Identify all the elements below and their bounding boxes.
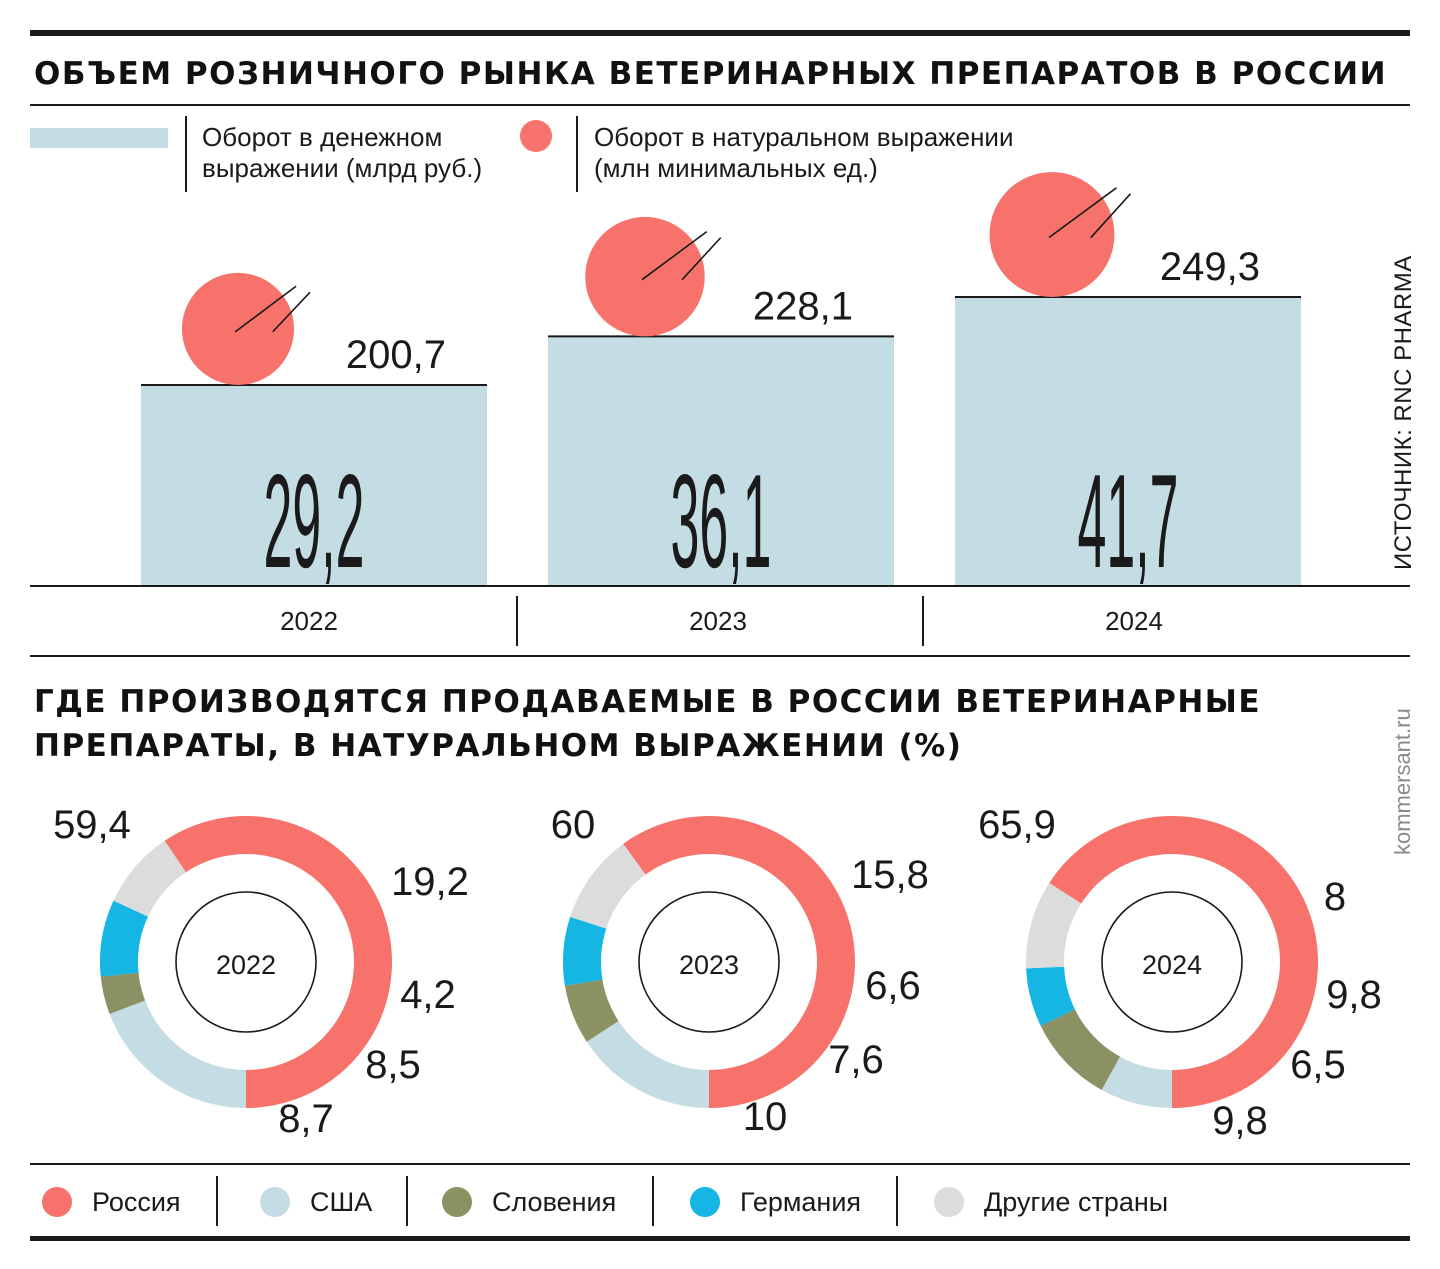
donut-slice-2022-0	[164, 816, 392, 1108]
year-separator	[516, 596, 518, 646]
bar-chart: 200,7 29,2 228,1 36,1 249,3 41,7	[141, 172, 1301, 596]
donut-title-line-2: ПРЕПАРАТЫ, В НАТУРАЛЬНОМ ВЫРАЖЕНИИ (%)	[34, 728, 963, 764]
legend-label: Словения	[492, 1186, 617, 1217]
slice-value-label: 9,8	[1212, 1099, 1268, 1143]
donut-slice-2022-4	[113, 840, 186, 917]
donut-slice-2024-2	[1040, 1009, 1120, 1090]
donut-year-label: 2022	[216, 950, 276, 980]
bar-chart-title: ОБЪЕМ РОЗНИЧНОГО РЫНКА ВЕТЕРИНАРНЫХ ПРЕП…	[34, 56, 1388, 92]
slice-value-label: 15,8	[851, 853, 929, 897]
units-value-label: 228,1	[753, 284, 853, 328]
units-legend-label: Оборот в натуральном выражении (млн мини…	[594, 122, 1013, 184]
usa-swatch	[260, 1187, 290, 1217]
slice-value-label: 8,7	[278, 1097, 334, 1141]
legend-label: США	[310, 1186, 373, 1217]
leader-line	[1090, 193, 1132, 239]
donut-center-ring	[638, 891, 780, 1033]
money-legend-line-2: выражении (млрд руб.)	[202, 153, 483, 183]
slice-value-label: 8	[1324, 875, 1346, 919]
donut-title-line-1: ГДЕ ПРОИЗВОДЯТСЯ ПРОДАВАЕМЫЕ В РОССИИ ВЕ…	[34, 684, 1262, 720]
leader-line	[681, 237, 722, 281]
money-bar-2022	[141, 385, 487, 585]
slice-value-label: 60	[551, 803, 596, 847]
donut-slice-2023-3	[563, 916, 607, 986]
donut-slice-2023-4	[570, 843, 646, 929]
donut-section-title: ГДЕ ПРОИЗВОДЯТСЯ ПРОДАВАЕМЫЕ В РОССИИ ВЕ…	[34, 680, 1334, 768]
slice-value-label: 9,8	[1326, 973, 1382, 1017]
money-value-label: 41,7	[1078, 448, 1179, 596]
title-rule	[30, 104, 1410, 106]
legend-item-germany: Германия	[690, 1166, 861, 1238]
donut-slice-2022-3	[100, 900, 148, 977]
legend-top-rule	[30, 1163, 1410, 1165]
legend-label: Другие страны	[984, 1186, 1169, 1217]
year-separator	[922, 596, 924, 646]
legend-separator	[406, 1176, 408, 1226]
legend-item-russia: Россия	[42, 1166, 181, 1238]
legend-item-other: Другие страны	[934, 1166, 1168, 1238]
units-value-label: 249,3	[1160, 245, 1260, 289]
slice-value-label: 7,6	[828, 1038, 884, 1082]
units-value-label: 200,7	[346, 333, 446, 377]
slice-value-label: 6,6	[865, 964, 921, 1008]
money-legend-swatch	[30, 128, 168, 148]
money-value-label: 29,2	[264, 448, 365, 596]
donut-slice-2023-2	[564, 979, 619, 1042]
site-credit: kommersant.ru	[1390, 708, 1415, 855]
donut-slice-2024-4	[1026, 882, 1082, 969]
year-label: 2023	[689, 606, 747, 636]
units-legend-line-2: (млн минимальных ед.)	[594, 153, 878, 183]
slice-value-label: 10	[743, 1095, 788, 1139]
other-swatch	[934, 1187, 964, 1217]
donut-slice-2024-1	[1101, 1056, 1172, 1108]
slice-value-label: 6,5	[1290, 1043, 1346, 1087]
money-bar-2023	[548, 336, 894, 585]
donut-slice-2024-0	[1049, 816, 1318, 1108]
baseline-rule	[30, 585, 1410, 587]
year-label: 2024	[1105, 606, 1163, 636]
units-legend-swatch	[520, 120, 552, 152]
money-bar-2024	[955, 297, 1301, 585]
donut-slice-2024-3	[1026, 966, 1075, 1026]
money-value-label: 36,1	[671, 448, 772, 596]
units-legend-line-1: Оборот в натуральном выражении	[594, 122, 1014, 152]
donut-year-label: 2023	[679, 950, 739, 980]
donut-center-ring	[175, 891, 317, 1033]
slice-value-label: 19,2	[391, 860, 469, 904]
leader-line	[1048, 187, 1117, 239]
bottom-rule	[30, 1236, 1410, 1241]
leader-line	[641, 230, 708, 281]
donut-slice-2022-2	[100, 972, 146, 1015]
slice-value-label: 4,2	[400, 973, 456, 1017]
top-rule	[30, 30, 1410, 36]
legend-separator	[185, 116, 187, 192]
legend-separator	[896, 1176, 898, 1226]
money-legend-line-1: Оборот в денежном	[202, 122, 443, 152]
year-label: 2022	[280, 606, 338, 636]
germany-swatch	[690, 1187, 720, 1217]
donut-center-ring	[1101, 891, 1243, 1033]
donut-slice-2023-0	[623, 816, 855, 1108]
country-legend: Россия США Словения Германия Другие стра…	[30, 1166, 1410, 1238]
slice-value-label: 8,5	[365, 1043, 421, 1087]
legend-separator	[576, 116, 578, 192]
legend-item-slovenia: Словения	[442, 1166, 616, 1238]
slice-value-label: 65,9	[978, 803, 1056, 847]
donut-year-label: 2024	[1142, 950, 1202, 980]
legend-label: Германия	[740, 1186, 862, 1217]
slice-value-label: 59,4	[53, 803, 131, 847]
section-rule	[30, 655, 1410, 657]
legend-label: Россия	[92, 1186, 181, 1217]
legend-item-usa: США	[260, 1166, 372, 1238]
legend-separator	[652, 1176, 654, 1226]
leader-line	[272, 291, 311, 333]
legend-separator	[216, 1176, 218, 1226]
donut-slice-2022-1	[109, 1000, 246, 1108]
donut-slice-2023-1	[586, 1021, 709, 1108]
slovenia-swatch	[442, 1187, 472, 1217]
leader-line	[234, 285, 297, 333]
money-legend-label: Оборот в денежном выражении (млрд руб.)	[202, 122, 482, 184]
russia-swatch	[42, 1187, 72, 1217]
